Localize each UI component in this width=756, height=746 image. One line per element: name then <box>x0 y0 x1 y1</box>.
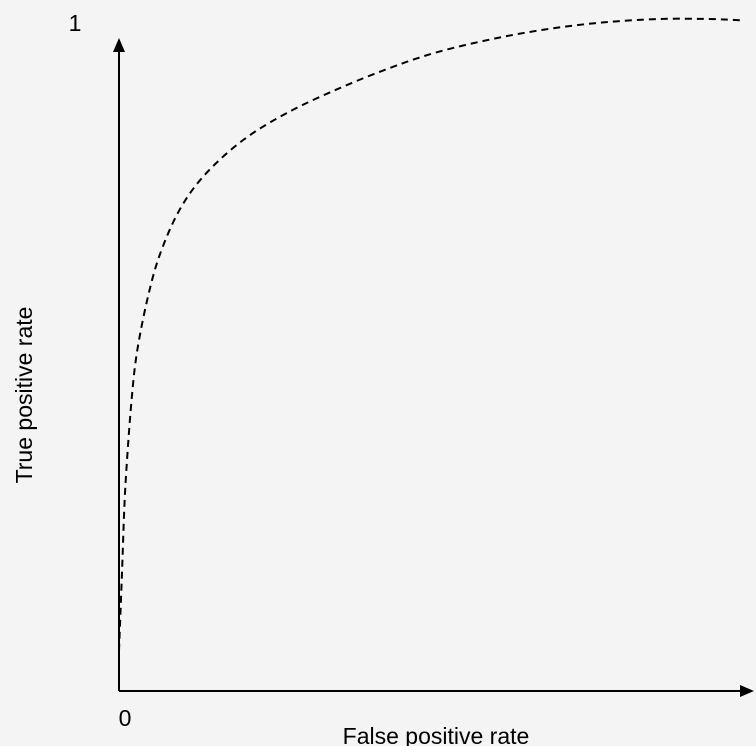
roc-curve-line-0 <box>118 17 741 651</box>
y-max-tick-label: 1 <box>69 10 82 36</box>
y-axis-label: True positive rate <box>11 307 37 484</box>
x-axis-label: False positive rate <box>343 723 530 746</box>
origin-tick-label: 0 <box>119 705 132 731</box>
series-layer <box>118 17 741 651</box>
